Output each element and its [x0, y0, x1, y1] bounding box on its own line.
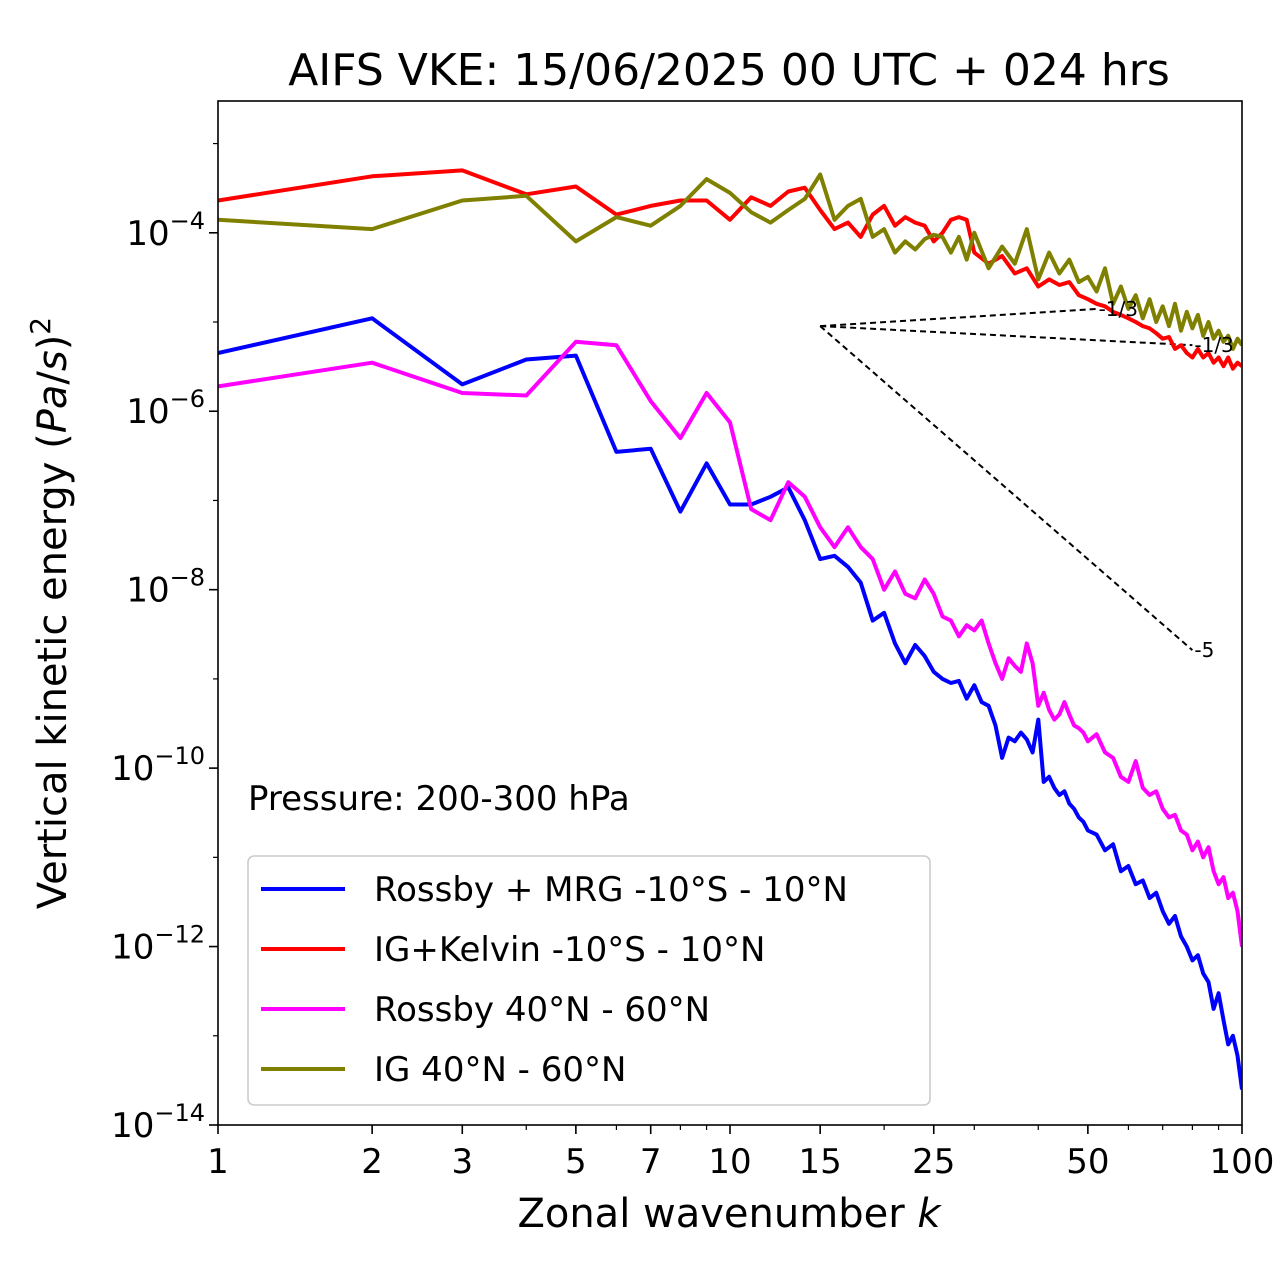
y-axis-ticks: 10−14 10−12 10−10 10−8 10−6 10−4	[111, 142, 218, 1146]
series-line-2	[218, 168, 1242, 371]
reference-slope-label-3: -5	[1194, 638, 1214, 662]
x-tick-label: 100	[1210, 1142, 1275, 1182]
reference-slope-lines	[819, 307, 1194, 651]
series-line-3	[218, 339, 1242, 947]
x-tick-label: 2	[361, 1142, 383, 1182]
series-line-4	[218, 172, 1242, 351]
legend-label-3: Rossby 40°N - 60°N	[374, 990, 710, 1030]
x-tick-label: 25	[912, 1142, 955, 1182]
reference-slope-line-2	[820, 325, 1193, 347]
x-tick-label: 7	[640, 1142, 662, 1182]
y-tick-label: 10−4	[126, 207, 205, 254]
series-lines	[218, 168, 1242, 1090]
reference-slope-line-1	[820, 307, 1097, 328]
y-tick-label: 10−6	[126, 385, 205, 432]
legend-label-4: IG 40°N - 60°N	[374, 1050, 626, 1090]
chart-title: AIFS VKE: 15/06/2025 00 UTC + 024 hrs	[288, 45, 1170, 96]
x-tick-label: 1	[207, 1142, 229, 1182]
y-axis-label: Vertical kinetic energy (Pa/s)2	[24, 317, 76, 909]
legend-label-2: IG+Kelvin -10°S - 10°N	[374, 930, 765, 970]
x-axis-label: Zonal wavenumber k	[517, 1191, 942, 1237]
reference-slope-labels: -1/3 -1/3 -5	[1099, 297, 1234, 662]
series-line-1	[218, 316, 1242, 1090]
y-tick-label: 10−14	[111, 1099, 205, 1146]
x-tick-label: 10	[708, 1142, 751, 1182]
x-tick-label: 5	[565, 1142, 587, 1182]
legend: Rossby + MRG -10°S - 10°N IG+Kelvin -10°S…	[247, 855, 931, 1106]
pressure-annotation: Pressure: 200-300 hPa	[248, 779, 630, 819]
x-tick-label: 50	[1066, 1142, 1109, 1182]
y-tick-label: 10−10	[111, 742, 205, 789]
legend-box	[247, 855, 931, 1106]
y-tick-label: 10−12	[111, 921, 205, 968]
reference-slope-label-1: -1/3	[1099, 297, 1138, 321]
x-tick-label: 3	[451, 1142, 473, 1182]
legend-label-1: Rossby + MRG -10°S - 10°N	[374, 870, 848, 910]
x-axis-ticks: 1 2 3 5 7 10 15 25 50 100	[207, 1125, 1274, 1182]
y-tick-label: 10−8	[126, 564, 205, 611]
reference-slope-label-2: -1/3	[1194, 333, 1233, 357]
reference-slope-line-3	[819, 325, 1194, 651]
x-tick-label: 15	[799, 1142, 842, 1182]
